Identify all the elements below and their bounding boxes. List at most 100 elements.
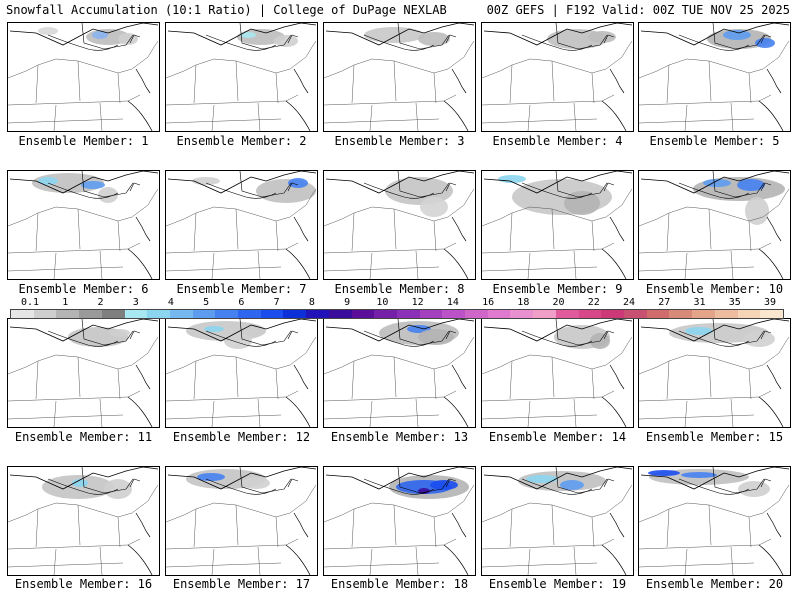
- run-valid-time: 00Z GEFS | F192 Valid: 00Z TUE NOV 25 20…: [486, 3, 790, 17]
- snowfall-map: [324, 467, 475, 575]
- ensemble-member-map-6: [7, 170, 160, 280]
- colorbar-tick-label: 18: [517, 297, 530, 308]
- colorbar-tick-label: 35: [728, 297, 741, 308]
- ensemble-member-map-17: [165, 466, 318, 576]
- colorbar-swatch: [169, 310, 193, 318]
- ensemble-member-label: Ensemble Member: 16: [14, 577, 153, 591]
- colorbar-tick-label: 1: [62, 297, 69, 308]
- colorbar-swatch: [646, 310, 670, 318]
- colorbar-tick-label: 9: [344, 297, 351, 308]
- ensemble-member-map-8: [323, 170, 476, 280]
- colorbar-swatch: [283, 310, 307, 318]
- colorbar-swatch: [101, 310, 125, 318]
- ensemble-member-map-19: [481, 466, 634, 576]
- colorbar-swatch: [555, 310, 579, 318]
- ensemble-member-label: Ensemble Member: 2: [176, 134, 307, 148]
- ensemble-member-map-7: [165, 170, 318, 280]
- ensemble-member-label: Ensemble Member: 3: [334, 134, 465, 148]
- ensemble-member-label: Ensemble Member: 17: [172, 577, 311, 591]
- ensemble-member-label: Ensemble Member: 5: [649, 134, 780, 148]
- snowfall-map: [8, 23, 159, 131]
- colorbar-tick-label: 22: [587, 297, 600, 308]
- ensemble-member-map-5: [638, 22, 791, 132]
- snowfall-map: [8, 319, 159, 427]
- colorbar-tick-label: 14: [446, 297, 459, 308]
- ensemble-member-label: Ensemble Member: 1: [18, 134, 149, 148]
- colorbar-tick-label: 31: [693, 297, 706, 308]
- colorbar-tick-label: 2: [97, 297, 104, 308]
- colorbar-tick-label: 3: [132, 297, 139, 308]
- ensemble-member-map-1: [7, 22, 160, 132]
- snowfall-map: [482, 171, 633, 279]
- colorbar-swatch: [737, 310, 761, 318]
- colorbar-swatch: [328, 310, 352, 318]
- snowfall-map: [8, 467, 159, 575]
- ensemble-member-label: Ensemble Member: 19: [488, 577, 627, 591]
- colorbar-swatch: [601, 310, 624, 318]
- ensemble-member-map-15: [638, 318, 791, 428]
- colorbar-swatch: [442, 310, 466, 318]
- snowfall-map: [639, 23, 790, 131]
- ensemble-member-label: Ensemble Member: 10: [645, 282, 784, 296]
- colorbar-tick-label: 6: [238, 297, 245, 308]
- snowfall-map: [639, 467, 790, 575]
- colorbar-swatch: [238, 310, 261, 318]
- colorbar-tick-label: 20: [552, 297, 565, 308]
- colorbar-swatch: [306, 310, 329, 318]
- colorbar-tick-label: 0.1: [20, 297, 40, 308]
- ensemble-member-map-12: [165, 318, 318, 428]
- colorbar-tick-label: 8: [308, 297, 315, 308]
- colorbar-swatch: [260, 310, 284, 318]
- snowfall-map: [482, 23, 633, 131]
- ensemble-member-label: Ensemble Member: 6: [18, 282, 149, 296]
- colorbar-tick-label: 39: [763, 297, 777, 308]
- snowfall-map: [639, 319, 790, 427]
- snowfall-map: [8, 171, 159, 279]
- ensemble-member-label: Ensemble Member: 13: [330, 430, 469, 444]
- ensemble-member-label: Ensemble Member: 9: [492, 282, 623, 296]
- snowfall-map: [166, 171, 317, 279]
- ensemble-member-map-2: [165, 22, 318, 132]
- colorbar-swatch: [351, 310, 375, 318]
- colorbar-swatch: [669, 310, 693, 318]
- colorbar-tick-label: 10: [376, 297, 389, 308]
- snowfall-map: [166, 23, 317, 131]
- snowfall-map: [324, 319, 475, 427]
- colorbar-tick-label: 27: [658, 297, 671, 308]
- ensemble-member-map-9: [481, 170, 634, 280]
- ensemble-member-map-13: [323, 318, 476, 428]
- colorbar-swatch: [623, 310, 647, 318]
- colorbar-swatch: [124, 310, 148, 318]
- colorbar-swatch: [56, 310, 80, 318]
- ensemble-member-label: Ensemble Member: 12: [172, 430, 311, 444]
- colorbar-swatch: [419, 310, 443, 318]
- colorbar-swatch: [147, 310, 170, 318]
- snowfall-map: [639, 171, 790, 279]
- colorbar-swatch: [11, 310, 34, 318]
- colorbar-swatch: [215, 310, 239, 318]
- ensemble-member-map-16: [7, 466, 160, 576]
- snowfall-map: [482, 467, 633, 575]
- snowfall-map: [324, 23, 475, 131]
- snowfall-map: [482, 319, 633, 427]
- ensemble-member-label: Ensemble Member: 20: [645, 577, 784, 591]
- map-title: Snowfall Accumulation (10:1 Ratio) | Col…: [6, 3, 447, 17]
- snowfall-map: [166, 319, 317, 427]
- colorbar-swatch: [465, 310, 488, 318]
- ensemble-member-label: Ensemble Member: 4: [492, 134, 623, 148]
- colorbar-swatch: [760, 310, 783, 318]
- colorbar-swatch: [396, 310, 420, 318]
- snowfall-map: [324, 171, 475, 279]
- colorbar-tick-label: 16: [482, 297, 495, 308]
- ensemble-member-label: Ensemble Member: 7: [176, 282, 307, 296]
- colorbar-swatch: [510, 310, 534, 318]
- colorbar-tick-label: 4: [167, 297, 174, 308]
- colorbar-swatch: [487, 310, 511, 318]
- ensemble-member-label: Ensemble Member: 14: [488, 430, 627, 444]
- colorbar-tick-label: 7: [273, 297, 280, 308]
- colorbar-tick-label: 24: [623, 297, 636, 308]
- colorbar-tick-label: 12: [411, 297, 424, 308]
- colorbar-swatch: [714, 310, 738, 318]
- colorbar-swatch: [692, 310, 715, 318]
- ensemble-member-map-11: [7, 318, 160, 428]
